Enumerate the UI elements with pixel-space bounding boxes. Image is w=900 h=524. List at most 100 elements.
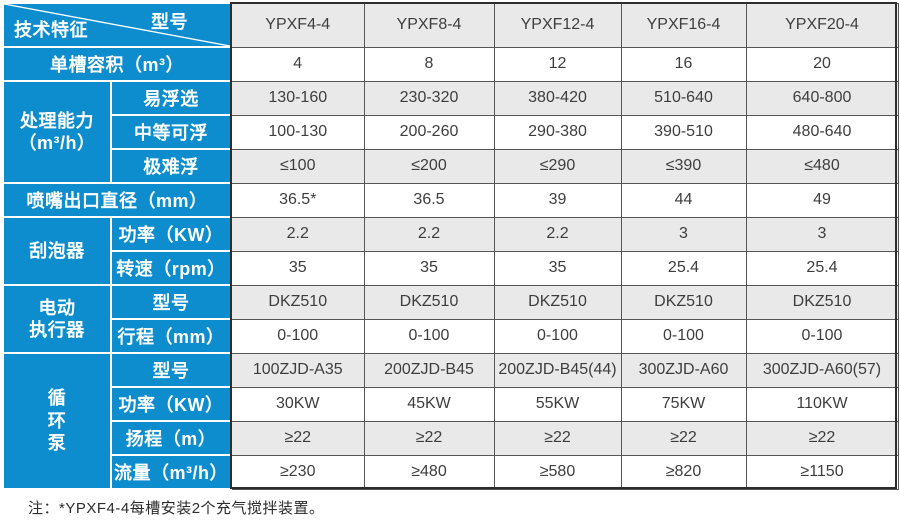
- value-cell: 300ZJD-A60(57): [745, 352, 899, 388]
- value-cell: ≥580: [493, 454, 622, 490]
- value-cell: ≤480: [745, 148, 899, 184]
- value-cell: DKZ510: [620, 284, 747, 320]
- table-row: 功率（KW） 30KW 45KW 55KW 75KW 110KW: [3, 386, 899, 422]
- group-cell: 循 环 泵: [2, 352, 112, 490]
- sub-label-cell: 型号: [110, 284, 232, 320]
- value-cell: 49: [745, 182, 899, 218]
- value-cell: 480-640: [745, 114, 899, 150]
- value-cell: 380-420: [493, 80, 622, 116]
- table-row: 流量（m³/h） ≥230 ≥480 ≥580 ≥820 ≥1150: [3, 454, 899, 490]
- table-row: 处理能力 （m³/h） 易浮选 130-160 230-320 380-420 …: [2, 80, 899, 184]
- sub-label-cell: 功率（KW）: [110, 386, 232, 422]
- group-cell: 刮泡器: [2, 216, 112, 286]
- table-row: 循 环 泵 型号 100ZJD-A35 200ZJD-B45 200ZJD-B4…: [2, 352, 899, 490]
- value-cell: 35: [493, 250, 622, 286]
- value-cell: 640-800: [745, 80, 899, 116]
- value-cell: 2.2: [363, 216, 495, 252]
- group-cell: 处理能力 （m³/h）: [2, 80, 112, 184]
- value-cell: ≤100: [230, 148, 365, 184]
- value-cell: ≥22: [230, 420, 365, 456]
- table-row: 电动 执行器 型号 DKZ510 DKZ510 DKZ510 DKZ510 DK…: [2, 284, 899, 354]
- sub-label-cell: 功率（KW）: [110, 216, 232, 252]
- value-cell: DKZ510: [745, 284, 899, 320]
- value-cell: 200-260: [363, 114, 495, 150]
- value-cell: ≥22: [620, 420, 747, 456]
- value-cell: 200ZJD-B45: [363, 352, 495, 388]
- value-cell: 290-380: [493, 114, 622, 150]
- model-cell: YPXF12-4: [493, 2, 622, 48]
- table-row: 转速（rpm） 35 35 35 25.4 25.4: [3, 250, 899, 286]
- value-cell: 0-100: [620, 318, 747, 354]
- diagonal-line: [5, 5, 229, 45]
- value-cell: 230-320: [363, 80, 495, 116]
- model-cell: YPXF16-4: [620, 2, 747, 48]
- value-cell: 75KW: [620, 386, 747, 422]
- value-cell: 35: [230, 250, 365, 286]
- value-cell: ≤200: [363, 148, 495, 184]
- table-row: 喷嘴出口直径（mm） 36.5* 36.5 39 44 49: [2, 182, 899, 218]
- value-cell: 25.4: [745, 250, 899, 286]
- value-cell: ≤290: [493, 148, 622, 184]
- value-cell: 44: [620, 182, 747, 218]
- value-cell: ≥22: [493, 420, 622, 456]
- value-cell: DKZ510: [363, 284, 495, 320]
- value-cell: 130-160: [230, 80, 365, 116]
- value-cell: 36.5: [363, 182, 495, 218]
- sub-label-cell: 易浮选: [110, 80, 232, 116]
- value-cell: 12: [493, 46, 622, 82]
- sub-label-cell: 转速（rpm）: [110, 250, 232, 286]
- value-cell: 0-100: [745, 318, 899, 354]
- spec-table: 型号 技术特征 YPXF4-4 YPXF8-4 YPXF12-4 YPXF16-…: [2, 2, 899, 490]
- header-row: 型号 技术特征 YPXF4-4 YPXF8-4 YPXF12-4 YPXF16-…: [2, 2, 899, 48]
- value-cell: 3: [745, 216, 899, 252]
- value-cell: 39: [493, 182, 622, 218]
- sub-label-cell: 中等可浮: [110, 114, 232, 150]
- value-cell: ≤390: [620, 148, 747, 184]
- footnote: 注：*YPXF4-4每槽安装2个充气搅拌装置。: [28, 500, 325, 517]
- value-cell: 30KW: [230, 386, 365, 422]
- value-cell: ≥480: [363, 454, 495, 490]
- table-row: 极难浮 ≤100 ≤200 ≤290 ≤390 ≤480: [3, 148, 899, 184]
- value-cell: 3: [620, 216, 747, 252]
- sub-label-cell: 型号: [110, 352, 232, 388]
- value-cell: 20: [745, 46, 899, 82]
- sub-label-cell: 极难浮: [110, 148, 232, 184]
- value-cell: 100-130: [230, 114, 365, 150]
- value-cell: 55KW: [493, 386, 622, 422]
- value-cell: 4: [230, 46, 365, 82]
- value-cell: 0-100: [363, 318, 495, 354]
- value-cell: ≥22: [363, 420, 495, 456]
- table-row: 中等可浮 100-130 200-260 290-380 390-510 480…: [3, 114, 899, 150]
- sub-label-cell: 扬程（m）: [110, 420, 232, 456]
- model-cell: YPXF20-4: [745, 2, 899, 48]
- value-cell: ≥820: [620, 454, 747, 490]
- value-cell: ≥230: [230, 454, 365, 490]
- value-cell: 45KW: [363, 386, 495, 422]
- value-cell: 200ZJD-B45(44): [493, 352, 622, 388]
- value-cell: ≥22: [745, 420, 899, 456]
- value-cell: 510-640: [620, 80, 747, 116]
- group-cell: 电动 执行器: [2, 284, 112, 354]
- corner-feature-label: 技术特征: [14, 20, 88, 40]
- sub-label-cell: 流量（m³/h）: [110, 454, 232, 490]
- value-cell: DKZ510: [230, 284, 365, 320]
- value-cell: 100ZJD-A35: [230, 352, 365, 388]
- value-cell: 16: [620, 46, 747, 82]
- corner-cell: 型号 技术特征: [2, 2, 232, 48]
- value-cell: 25.4: [620, 250, 747, 286]
- corner-model-label: 型号: [151, 12, 188, 32]
- model-cell: YPXF4-4: [230, 2, 365, 48]
- value-cell: 36.5*: [230, 182, 365, 218]
- value-cell: 35: [363, 250, 495, 286]
- value-cell: ≥1150: [745, 454, 899, 490]
- row-label-cell: 单槽容积（m³）: [2, 46, 232, 82]
- sub-label-cell: 行程（mm）: [110, 318, 232, 354]
- table-row: 单槽容积（m³） 4 8 12 16 20: [2, 46, 899, 82]
- value-cell: 390-510: [620, 114, 747, 150]
- value-cell: 2.2: [230, 216, 365, 252]
- value-cell: 0-100: [493, 318, 622, 354]
- model-cell: YPXF8-4: [363, 2, 495, 48]
- table-row: 扬程（m） ≥22 ≥22 ≥22 ≥22 ≥22: [3, 420, 899, 456]
- value-cell: DKZ510: [493, 284, 622, 320]
- value-cell: 8: [363, 46, 495, 82]
